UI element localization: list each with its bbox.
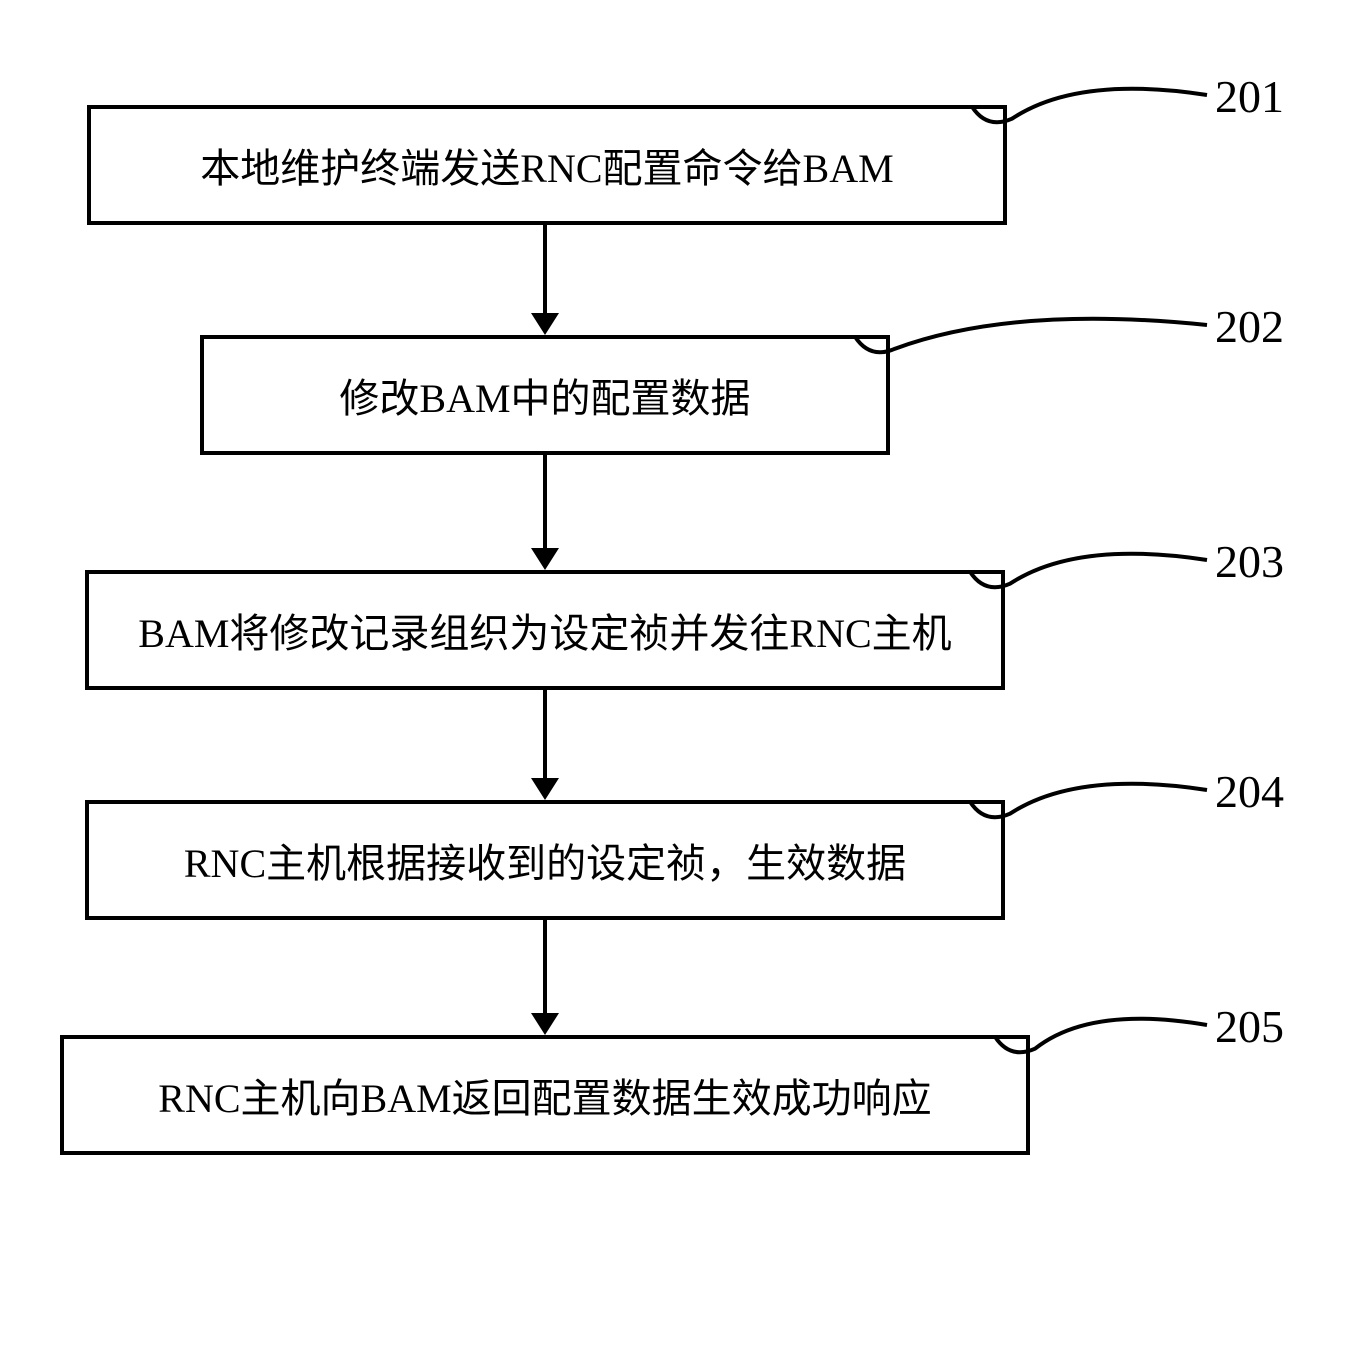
flowchart-step-204: RNC主机根据接收到的设定祯，生效数据 bbox=[85, 800, 1005, 920]
step-text: 本地维护终端发送RNC配置命令给BAM bbox=[200, 136, 893, 194]
callout-curve-203 bbox=[930, 520, 1247, 610]
flowchart-container: 本地维护终端发送RNC配置命令给BAM201修改BAM中的配置数据202BAM将… bbox=[0, 0, 1354, 1371]
arrow-head-0 bbox=[531, 313, 559, 335]
arrow-shaft-1 bbox=[543, 455, 547, 548]
callout-curve-205 bbox=[955, 985, 1247, 1075]
flowchart-step-203: BAM将修改记录组织为设定祯并发往RNC主机 bbox=[85, 570, 1005, 690]
flowchart-step-201: 本地维护终端发送RNC配置命令给BAM bbox=[87, 105, 1007, 225]
callout-curve-202 bbox=[815, 285, 1247, 375]
step-text: RNC主机向BAM返回配置数据生效成功响应 bbox=[158, 1066, 931, 1124]
arrow-shaft-3 bbox=[543, 920, 547, 1013]
step-text: 修改BAM中的配置数据 bbox=[339, 366, 750, 424]
arrow-shaft-0 bbox=[543, 225, 547, 313]
arrow-shaft-2 bbox=[543, 690, 547, 778]
step-text: RNC主机根据接收到的设定祯，生效数据 bbox=[184, 831, 906, 889]
flowchart-step-202: 修改BAM中的配置数据 bbox=[200, 335, 890, 455]
arrow-head-3 bbox=[531, 1013, 559, 1035]
flowchart-step-205: RNC主机向BAM返回配置数据生效成功响应 bbox=[60, 1035, 1030, 1155]
arrow-head-1 bbox=[531, 548, 559, 570]
step-text: BAM将修改记录组织为设定祯并发往RNC主机 bbox=[138, 601, 951, 659]
callout-curve-204 bbox=[930, 750, 1247, 840]
arrow-head-2 bbox=[531, 778, 559, 800]
callout-curve-201 bbox=[932, 55, 1247, 145]
